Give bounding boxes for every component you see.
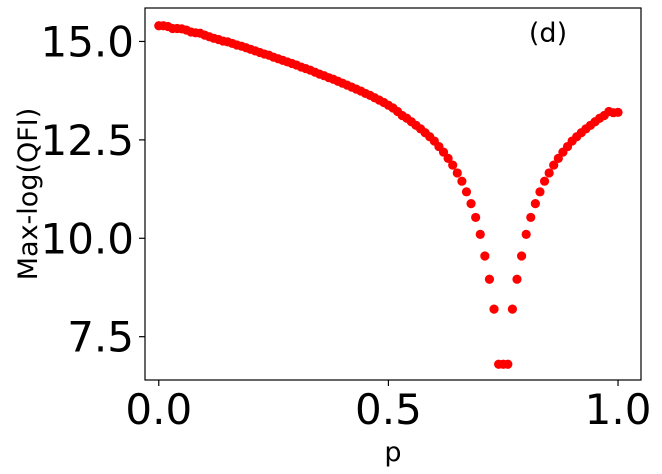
data-point [475, 229, 485, 239]
data-point [480, 251, 490, 261]
data-point [530, 199, 540, 209]
y-tick-label: 10.0 [40, 214, 134, 263]
y-tick-label: 12.5 [40, 116, 134, 165]
data-point [535, 187, 545, 197]
y-tick-label: 7.5 [67, 313, 134, 362]
data-point [549, 160, 559, 170]
data-point [461, 187, 472, 197]
data-point [516, 251, 527, 261]
data-point [613, 107, 623, 117]
plot-area [144, 7, 642, 381]
data-point [443, 153, 453, 163]
data-point [512, 274, 522, 284]
x-tick-label: 0.5 [355, 385, 422, 434]
y-axis-label: Max-log(QFI) [13, 108, 44, 281]
data-point [544, 168, 554, 178]
data-point [553, 153, 563, 163]
data-point [526, 212, 536, 223]
x-axis-label: p [384, 437, 401, 468]
x-tick-label: 0.0 [125, 385, 192, 434]
data-point [466, 199, 476, 209]
data-point [539, 176, 550, 186]
panel-annotation: (d) [529, 18, 567, 49]
data-point [448, 160, 458, 170]
data-point [507, 304, 518, 314]
x-tick-label: 1.0 [585, 385, 652, 434]
data-point [503, 359, 513, 369]
data-point [452, 168, 462, 178]
data-point [484, 274, 495, 284]
data-points [154, 21, 623, 369]
data-point [521, 229, 531, 239]
data-point [471, 212, 481, 223]
data-point [489, 304, 499, 314]
y-tick-label: 15.0 [40, 17, 134, 66]
data-point [457, 176, 467, 186]
data-point [438, 147, 449, 157]
axis-ticks: 0.0 0.5 1.0 7.5 10.0 12.5 15.0 [40, 17, 651, 434]
